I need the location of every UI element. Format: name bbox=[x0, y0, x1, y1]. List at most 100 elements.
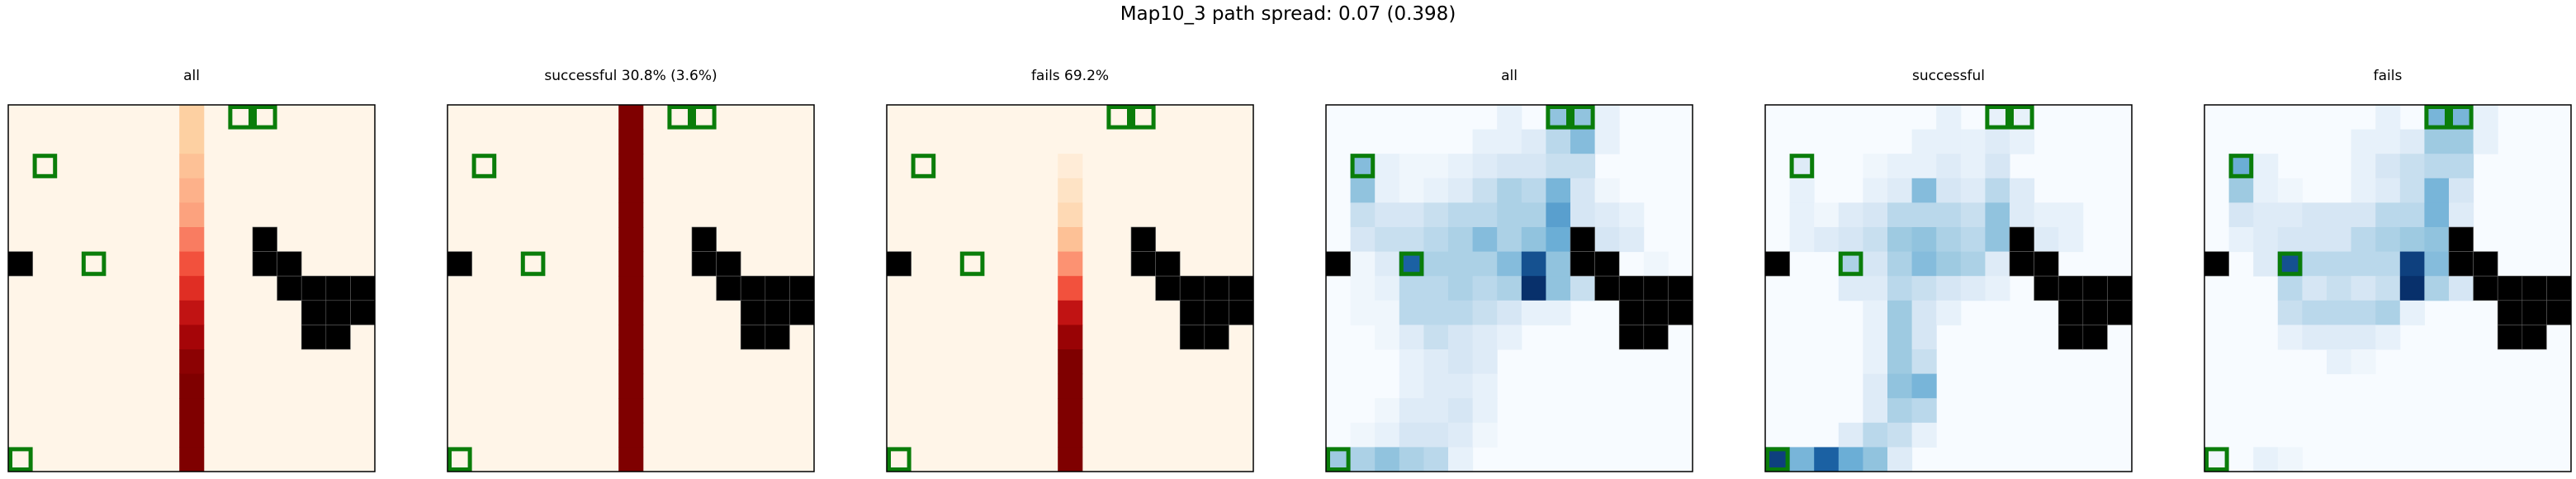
heat-cell bbox=[1863, 276, 1888, 301]
obstacle-cell bbox=[886, 251, 912, 277]
heat-cell bbox=[2327, 325, 2352, 350]
obstacle-cell bbox=[1130, 251, 1156, 277]
heat-cell bbox=[1863, 251, 1888, 277]
panel-title: successful bbox=[1912, 68, 1985, 84]
heat-cell bbox=[1497, 154, 1522, 179]
heat-cell bbox=[1863, 373, 1888, 399]
obstacle-cell bbox=[1594, 275, 1620, 301]
panel-title: all bbox=[1501, 68, 1518, 84]
heat-cell bbox=[1570, 276, 1596, 301]
heat-cell bbox=[1936, 105, 1962, 130]
heat-cell bbox=[2375, 251, 2401, 277]
goal-marker bbox=[228, 105, 253, 130]
heat-cell bbox=[1375, 447, 1400, 472]
heat-cell bbox=[1058, 251, 1083, 277]
obstacle-cell bbox=[2497, 325, 2523, 350]
heat-cell bbox=[1570, 154, 1596, 179]
heat-cell bbox=[1985, 227, 2010, 253]
heat-cell bbox=[2399, 251, 2425, 277]
heat-cell bbox=[1472, 373, 1498, 399]
heat-cell bbox=[1960, 276, 1986, 301]
heat-cell bbox=[1058, 325, 1083, 350]
obstacle-cell bbox=[691, 226, 717, 252]
goal-marker bbox=[1789, 154, 1815, 178]
heat-cell bbox=[1985, 178, 2010, 203]
heat-cell bbox=[1375, 422, 1400, 448]
heat-cell bbox=[1546, 154, 1571, 179]
heat-cell bbox=[1570, 178, 1596, 203]
goal-marker bbox=[1326, 447, 1351, 472]
heat-cell bbox=[2399, 178, 2425, 203]
goal-marker bbox=[692, 105, 717, 130]
heat-cell bbox=[1058, 349, 1083, 375]
heat-cell bbox=[2375, 300, 2401, 325]
panel-frame bbox=[447, 104, 815, 472]
heat-cell bbox=[1375, 325, 1400, 350]
heat-cell bbox=[2399, 154, 2425, 179]
obstacle-cell bbox=[1204, 325, 1229, 350]
heat-cell bbox=[1399, 349, 1424, 375]
heat-cell bbox=[1936, 178, 1962, 203]
heat-cell bbox=[2277, 202, 2303, 228]
goal-marker bbox=[2204, 447, 2229, 472]
obstacle-cell bbox=[277, 275, 302, 301]
heat-cell bbox=[1375, 202, 1400, 228]
heat-cell bbox=[2253, 251, 2279, 277]
heat-cell bbox=[1546, 227, 1571, 253]
heat-cell bbox=[2375, 325, 2401, 350]
heat-cell bbox=[1423, 373, 1449, 399]
heat-cell bbox=[1399, 227, 1424, 253]
obstacle-cell bbox=[447, 251, 472, 277]
heat-cell bbox=[1448, 398, 1474, 424]
obstacle-cell bbox=[2522, 300, 2547, 325]
panel-frame bbox=[1764, 104, 2133, 472]
heat-cell bbox=[2228, 202, 2254, 228]
heat-cell bbox=[1863, 447, 1888, 472]
heat-cell bbox=[2277, 227, 2303, 253]
heat-cell bbox=[1058, 154, 1083, 179]
panel-title: all bbox=[183, 68, 200, 84]
heat-cell bbox=[2010, 178, 2035, 203]
heat-cell bbox=[2473, 105, 2498, 130]
heat-cell bbox=[2375, 105, 2401, 130]
heatmap-panel: all bbox=[1325, 68, 1693, 472]
heat-cell bbox=[179, 129, 205, 154]
heat-cell bbox=[2253, 178, 2279, 203]
heat-cell bbox=[1497, 178, 1522, 203]
goal-marker bbox=[1570, 105, 1595, 130]
heat-cell bbox=[1911, 300, 1937, 325]
heat-cell bbox=[2302, 325, 2327, 350]
heat-cell bbox=[1887, 202, 1913, 228]
heat-cell bbox=[1423, 422, 1449, 448]
heat-cell bbox=[1546, 178, 1571, 203]
heat-cell bbox=[2424, 178, 2450, 203]
goal-marker bbox=[667, 105, 693, 130]
heat-cell bbox=[1350, 227, 1376, 253]
heat-cell bbox=[1521, 178, 1546, 203]
heat-cell bbox=[1448, 251, 1474, 277]
heat-cell bbox=[618, 300, 644, 325]
heat-cell bbox=[1448, 276, 1474, 301]
goal-marker bbox=[887, 447, 912, 472]
heat-cell bbox=[2424, 129, 2450, 154]
heat-cell bbox=[1350, 276, 1376, 301]
heat-cell bbox=[1838, 227, 1863, 253]
heat-cell bbox=[1546, 202, 1571, 228]
obstacle-cell bbox=[1229, 275, 1254, 301]
heat-cell bbox=[1863, 422, 1888, 448]
heat-cell bbox=[1399, 325, 1424, 350]
heatmap-panel: successful bbox=[1764, 68, 2133, 472]
heat-cell bbox=[1448, 422, 1474, 448]
heat-cell bbox=[1350, 251, 1376, 277]
heat-cell bbox=[1448, 154, 1474, 179]
heat-cell bbox=[1472, 251, 1498, 277]
heat-cell bbox=[1058, 129, 1083, 154]
heat-cell bbox=[1375, 398, 1400, 424]
heat-cell bbox=[1521, 276, 1546, 301]
obstacle-cell bbox=[2082, 300, 2108, 325]
heat-cell bbox=[2228, 178, 2254, 203]
goal-marker bbox=[2010, 105, 2034, 130]
obstacle-cell bbox=[1643, 325, 1669, 350]
heat-cell bbox=[179, 447, 205, 472]
heat-cell bbox=[2351, 349, 2376, 375]
